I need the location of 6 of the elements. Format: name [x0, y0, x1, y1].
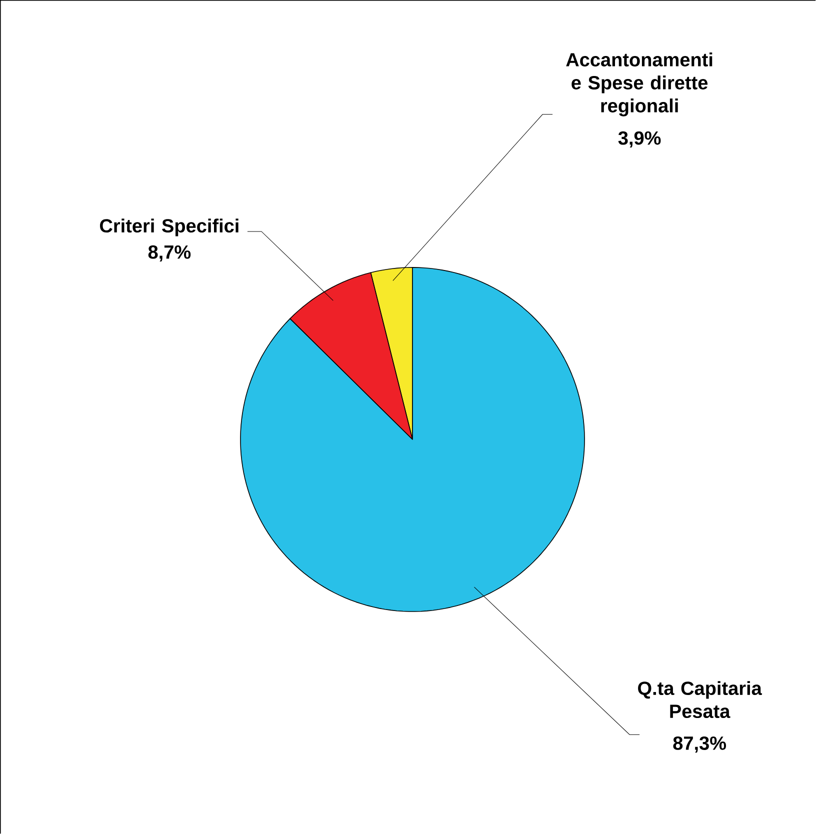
slice-label: Accantonamenti e Spese dirette regionali: [566, 52, 712, 116]
data-label: 8,7%: [148, 245, 191, 262]
slice-label: Q.ta Capitaria Pesata: [638, 681, 762, 718]
data-label: 3,9%: [618, 131, 661, 148]
slice-label: Criteri Specifici: [100, 218, 238, 236]
data-label: 87,3%: [673, 736, 726, 753]
